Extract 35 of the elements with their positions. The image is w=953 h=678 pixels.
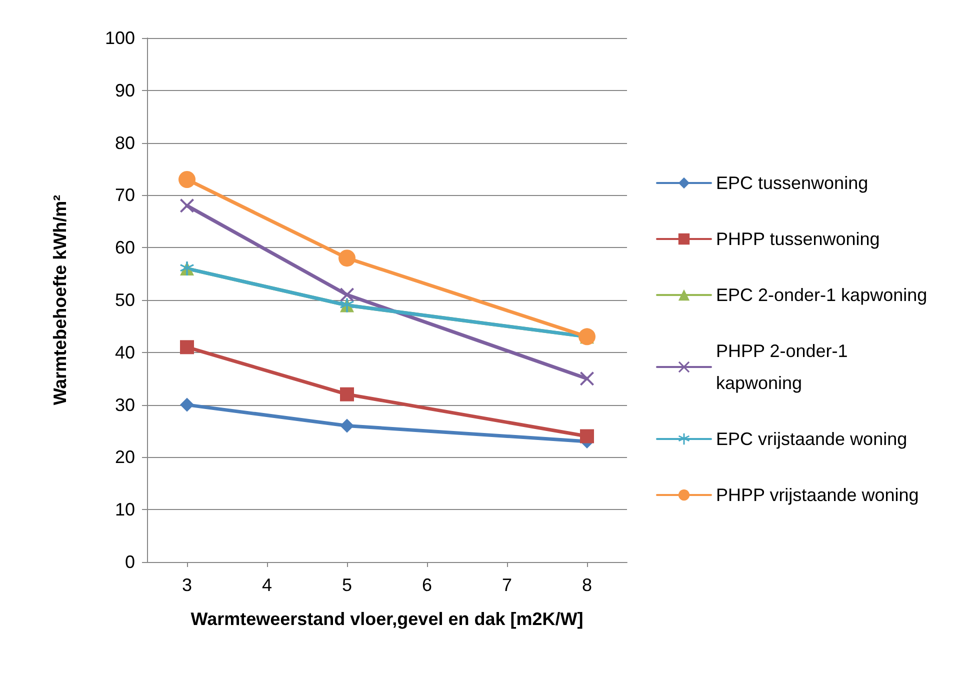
point: [338, 250, 356, 267]
x-tick-label: 6: [422, 575, 432, 595]
x-axis-title: Warmteweerstand vloer,gevel en dak [m2K/W]: [190, 609, 584, 629]
y-tick-label: 30: [114, 394, 135, 415]
x-tick-label: 8: [582, 575, 592, 595]
point: [180, 198, 194, 213]
y-tick-label: 40: [114, 342, 135, 362]
y-tick-label: 80: [114, 132, 135, 153]
legend-label: PHPP vrijstaande woning: [716, 485, 919, 505]
point: [340, 418, 354, 433]
y-tick-label: 10: [114, 500, 135, 520]
y-tick-label: 60: [114, 238, 135, 258]
y-tick-label: 20: [114, 447, 135, 468]
point: [340, 288, 354, 302]
x-tick-label: 4: [262, 575, 272, 595]
x-tick-label: 7: [502, 575, 512, 595]
y-tick-label: 90: [114, 80, 135, 100]
point: [180, 340, 194, 354]
legend-label: EPC vrijstaande woning: [716, 429, 908, 449]
point: [178, 170, 196, 188]
y-tick-label: 0: [124, 552, 135, 572]
y-tick-label: 70: [114, 185, 135, 206]
point: [180, 398, 194, 412]
point: [580, 429, 594, 444]
y-axis-title: Warmtebehoefte kWh/m²: [50, 194, 70, 406]
point: [580, 372, 594, 386]
x-tick-label: 5: [342, 575, 352, 595]
y-tick-label: 100: [104, 28, 135, 48]
legend-label: PHPP 2-onder-1 kapwoning: [716, 341, 853, 393]
y-tick-label: 50: [114, 290, 135, 310]
legend-label: EPC 2-onder-1 kapwoning: [716, 285, 928, 305]
legend-label: PHPP tussenwoning: [716, 229, 880, 249]
x-tick-label: 3: [182, 575, 192, 595]
legend-label: EPC tussenwoning: [716, 173, 868, 193]
point: [340, 387, 354, 402]
